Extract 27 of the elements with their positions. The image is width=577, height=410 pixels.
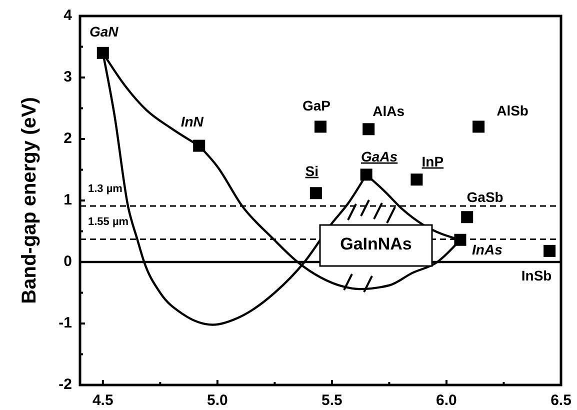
series-label: InSb <box>521 268 552 284</box>
y-tick-label: -1 <box>58 314 72 332</box>
x-tick-label: 4.5 <box>92 392 114 409</box>
series-label: Si <box>305 162 319 179</box>
y-axis-title: Band-gap energy (eV) <box>18 97 40 304</box>
annotation: GaInNAs <box>340 234 412 254</box>
series-label: AlAs <box>372 102 405 119</box>
y-tick-label: -2 <box>58 376 72 393</box>
ref-line-label: 1.55 µm <box>88 216 129 228</box>
y-tick-label: 4 <box>64 6 73 24</box>
x-tick-label: 5.5 <box>322 392 342 409</box>
y-tick-label: 0 <box>64 252 72 270</box>
series-label: GaAs <box>361 148 398 164</box>
series-label: InAs <box>472 242 503 258</box>
series-label: GaSb <box>466 188 504 205</box>
x-tick-label: 6.0 <box>436 392 457 409</box>
series-label: GaP <box>302 97 331 114</box>
x-tick-label: 6.5 <box>550 392 572 409</box>
series-label: GaN <box>90 24 120 40</box>
y-tick-label: 1 <box>64 191 72 208</box>
y-tick-label: 3 <box>64 68 72 86</box>
series-label: InP <box>422 153 444 170</box>
x-tick-label: 5.0 <box>207 392 228 409</box>
y-tick-label: 2 <box>64 130 72 147</box>
ref-line-label: 1.3 µm <box>88 183 123 196</box>
series-label: AlSb <box>496 102 528 118</box>
series-label: InN <box>180 113 204 130</box>
